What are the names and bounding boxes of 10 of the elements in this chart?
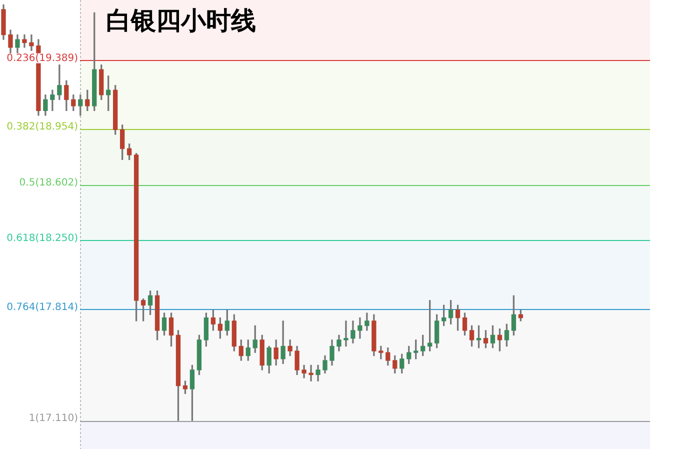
ref-line-label: 0.618(18.250) — [6, 232, 78, 244]
ref-line-label: 0.5(18.602) — [19, 177, 78, 188]
ref-line-label: 0.382(18.954) — [6, 122, 78, 133]
candlestick — [29, 34, 34, 51]
candlestick — [344, 320, 348, 347]
ref-line-label: 0.236(19.389) — [6, 52, 78, 64]
ref-line-label: 0.764(17.814) — [6, 302, 78, 313]
candlestick — [308, 364, 314, 382]
ref-line-label: 1(17.110) — [28, 413, 78, 424]
chart-title: 白银四小时线 — [106, 5, 256, 37]
